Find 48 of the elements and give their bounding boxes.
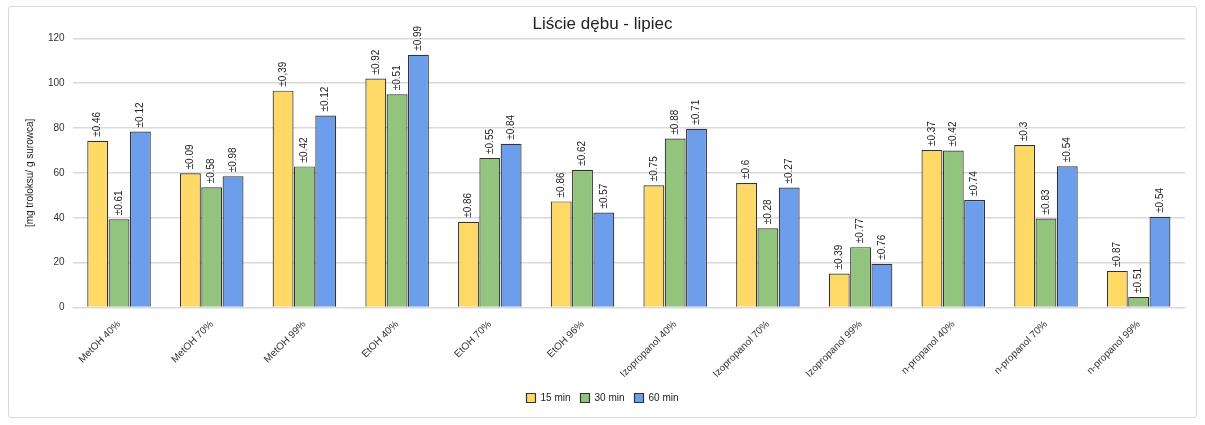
y-tick-label: 120 bbox=[48, 32, 66, 44]
annotation: ±0.3 bbox=[1018, 121, 1030, 142]
annotation: ±0.42 bbox=[298, 137, 310, 163]
annotation: ±0.86 bbox=[554, 172, 566, 198]
y-tick-label: 0 bbox=[59, 301, 66, 313]
annotation: ±0.76 bbox=[875, 234, 887, 260]
annotation: ±0.87 bbox=[1111, 241, 1123, 267]
annotation: ±0.71 bbox=[690, 99, 702, 125]
chart-title: Liście dębu - lipiec bbox=[532, 13, 673, 33]
annotation: ±0.42 bbox=[947, 121, 959, 147]
annotation: ±0.27 bbox=[782, 158, 794, 184]
annotation: ±0.98 bbox=[226, 146, 238, 173]
annotation: ±0.54 bbox=[1061, 136, 1073, 163]
legend-label: 15 min bbox=[540, 391, 571, 403]
y-axis-title: [mg troloksu/ g surowca] bbox=[23, 118, 35, 228]
annotation: ±0.55 bbox=[483, 128, 495, 154]
y-tick-label: 40 bbox=[53, 211, 66, 223]
annotation: ±0.88 bbox=[668, 109, 680, 135]
annotation: ±0.39 bbox=[833, 244, 845, 270]
annotation: ±0.12 bbox=[319, 86, 331, 112]
y-tick-label: 80 bbox=[53, 121, 66, 133]
annotation: ±0.09 bbox=[184, 143, 196, 170]
annotation: ±0.84 bbox=[504, 114, 516, 140]
annotation: ±0.51 bbox=[1132, 267, 1144, 293]
annotation: ±0.12 bbox=[134, 102, 146, 128]
annotation: ±0.62 bbox=[576, 140, 588, 166]
annotation: ±0.83 bbox=[1039, 189, 1051, 215]
legend-label: 60 min bbox=[648, 391, 679, 403]
annotation: ±0.54 bbox=[1153, 187, 1165, 213]
annotation: ±0.6 bbox=[740, 159, 752, 180]
annotation: ±0.92 bbox=[369, 49, 381, 75]
annotation: ±0.99 bbox=[412, 25, 424, 51]
annotation: ±0.28 bbox=[761, 198, 773, 225]
annotation: ±0.77 bbox=[854, 217, 866, 244]
annotation: ±0.75 bbox=[647, 155, 659, 182]
y-tick-label: 60 bbox=[53, 166, 66, 178]
y-tick-label: 100 bbox=[48, 76, 66, 88]
annotation: ±0,39 bbox=[276, 61, 288, 87]
annotation: ±0.37 bbox=[925, 120, 937, 147]
legend-label: 30 min bbox=[594, 391, 625, 403]
annotation: ±0.74 bbox=[968, 170, 980, 197]
annotation: ±0.51 bbox=[390, 64, 402, 91]
annotation: ±0.46 bbox=[91, 111, 103, 137]
annotation: ±0.61 bbox=[112, 189, 124, 216]
y-tick-label: 20 bbox=[53, 256, 66, 268]
annotation: ±0.57 bbox=[597, 183, 609, 209]
annotation: ±0.58 bbox=[205, 157, 217, 184]
annotation: ±0.86 bbox=[462, 192, 474, 218]
